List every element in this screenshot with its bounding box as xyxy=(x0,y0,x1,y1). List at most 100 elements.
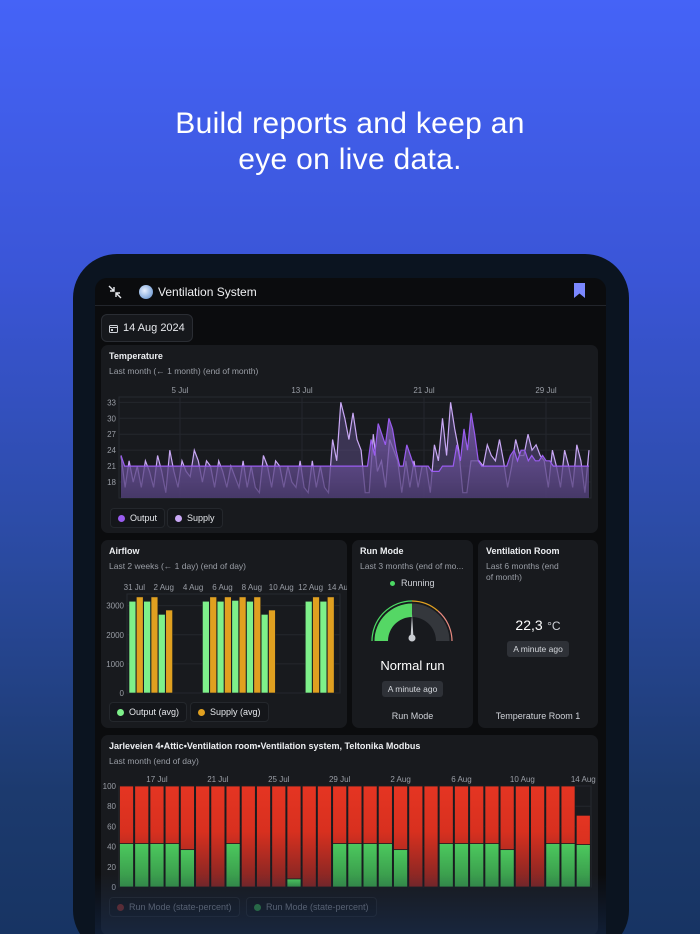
svg-text:29 Jul: 29 Jul xyxy=(329,775,351,784)
status-indicator: Running xyxy=(352,578,473,588)
svg-text:4 Aug: 4 Aug xyxy=(183,583,203,592)
panel-title: Temperature xyxy=(109,351,163,361)
subtitle-line-2: of month) xyxy=(486,572,522,582)
temperature-panel[interactable]: Temperature Last month (← 1 month) (end … xyxy=(101,345,598,533)
svg-text:2 Aug: 2 Aug xyxy=(390,775,410,784)
top-bar: Ventilation System xyxy=(95,278,606,306)
date-picker-button[interactable]: 14 Aug 2024 xyxy=(101,314,193,342)
svg-text:8 Aug: 8 Aug xyxy=(242,583,262,592)
svg-text:2 Aug: 2 Aug xyxy=(153,583,173,592)
svg-text:80: 80 xyxy=(107,802,116,811)
collapse-arrows-icon[interactable] xyxy=(107,284,123,300)
updated-badge: A minute ago xyxy=(507,641,569,657)
temperature-chart[interactable]: 18 21 24 27 30 33 5 Jul 13 Jul 21 Jul 29 Jul xyxy=(101,381,598,531)
legend-dot-icon xyxy=(117,903,124,911)
legend-dot-icon xyxy=(175,514,182,522)
panel-subtitle: Last 6 months (end of month) xyxy=(486,561,559,583)
panel-subtitle: Last month (← 1 month) (end of month) xyxy=(109,366,259,376)
svg-text:18: 18 xyxy=(107,478,116,487)
panel-title: Jarleveien 4•Attic•Ventilation room•Vent… xyxy=(109,741,421,751)
svg-text:25 Jul: 25 Jul xyxy=(268,775,290,784)
app-screen: Ventilation System 14 Aug 2024 Temperatu… xyxy=(95,278,606,934)
svg-text:0: 0 xyxy=(112,883,117,892)
calendar-icon xyxy=(109,324,118,333)
svg-text:0: 0 xyxy=(120,689,125,698)
legend-label: Output xyxy=(130,513,158,523)
svg-text:33: 33 xyxy=(107,398,116,407)
temperature-value: 22,3 xyxy=(515,617,543,633)
svg-text:21 Jul: 21 Jul xyxy=(413,386,435,395)
updated-badge-wrap: A minute ago xyxy=(352,679,473,697)
status-label: Running xyxy=(400,578,435,588)
panel-title: Ventilation Room xyxy=(486,546,560,556)
svg-text:13 Jul: 13 Jul xyxy=(291,386,313,395)
svg-text:12 Aug: 12 Aug xyxy=(298,583,323,592)
legend-dot-icon xyxy=(118,514,125,522)
svg-text:31 Jul: 31 Jul xyxy=(124,583,146,592)
run-mode-value: Normal run xyxy=(380,658,445,673)
svg-text:6 Aug: 6 Aug xyxy=(451,775,471,784)
panel-subtitle: Last month (end of day) xyxy=(109,756,199,766)
marketing-headline: Build reports and keep an eye on live da… xyxy=(0,106,700,178)
ventilation-room-panel[interactable]: Ventilation Room Last 6 months (end of m… xyxy=(478,540,598,728)
svg-text:29 Jul: 29 Jul xyxy=(535,386,557,395)
panel-subtitle: Last 3 months (end of mo... xyxy=(360,561,464,571)
panel-subtitle: Last 2 weeks (← 1 day) (end of day) xyxy=(109,561,247,571)
temperature-reading: 22,3 °C xyxy=(478,617,598,635)
legend-dot-icon xyxy=(254,903,261,911)
svg-text:3000: 3000 xyxy=(106,602,124,611)
legend-run-mode-green[interactable]: Run Mode (state-percent) xyxy=(246,897,377,917)
panel-footer: Run Mode xyxy=(391,711,434,721)
svg-text:60: 60 xyxy=(107,822,116,831)
subtitle-line-1: Last 6 months (end xyxy=(486,561,559,571)
legend-run-mode-red[interactable]: Run Mode (state-percent) xyxy=(109,897,240,917)
updated-badge-wrap: A minute ago xyxy=(478,639,598,657)
airflow-panel[interactable]: Airflow Last 2 weeks (← 1 day) (end of d… xyxy=(101,540,347,728)
headline-line-1: Build reports and keep an xyxy=(175,107,525,140)
svg-text:20: 20 xyxy=(107,863,116,872)
updated-badge: A minute ago xyxy=(381,681,444,697)
headline-line-2: eye on live data. xyxy=(238,143,462,176)
svg-text:5 Jul: 5 Jul xyxy=(172,386,189,395)
legend-dot-icon xyxy=(117,708,124,716)
panel-title: Run Mode xyxy=(360,546,404,556)
svg-text:10 Aug: 10 Aug xyxy=(269,583,294,592)
state-percent-chart[interactable]: 0 20 40 60 80 100 17 Jul 21 Jul 25 Jul 29 Jul 2 Au… xyxy=(101,771,598,901)
legend-label: Run Mode (state-percent) xyxy=(129,902,232,912)
svg-text:27: 27 xyxy=(107,430,116,439)
svg-text:10 Aug: 10 Aug xyxy=(510,775,535,784)
legend-supply-avg[interactable]: Supply (avg) xyxy=(190,702,269,722)
svg-text:17 Jul: 17 Jul xyxy=(146,775,168,784)
panel-title: Airflow xyxy=(109,546,140,556)
svg-text:6 Aug: 6 Aug xyxy=(212,583,232,592)
svg-text:24: 24 xyxy=(107,446,116,455)
fan-cloud-icon xyxy=(139,284,153,299)
svg-text:14 Aug: 14 Aug xyxy=(328,583,347,592)
svg-text:1000: 1000 xyxy=(106,660,124,669)
legend-label: Supply xyxy=(187,513,215,523)
legend-supply[interactable]: Supply xyxy=(167,508,223,528)
svg-text:40: 40 xyxy=(107,843,116,852)
legend-dot-icon xyxy=(198,708,205,716)
date-value: 14 Aug 2024 xyxy=(123,322,185,334)
run-mode-state-panel[interactable]: Jarleveien 4•Attic•Ventilation room•Vent… xyxy=(101,735,598,934)
legend-output[interactable]: Output xyxy=(110,508,166,528)
panel-footer: Temperature Room 1 xyxy=(495,711,581,721)
gauge-icon xyxy=(371,600,453,642)
bookmark-icon[interactable] xyxy=(574,283,585,298)
svg-text:14 Aug: 14 Aug xyxy=(571,775,596,784)
run-mode-panel[interactable]: Run Mode Last 3 months (end of mo... Run… xyxy=(352,540,473,728)
svg-text:21: 21 xyxy=(107,462,116,471)
airflow-chart[interactable]: 0 1000 2000 3000 31 Jul 2 Aug 4 Aug 6 Aug 8 Aug 1… xyxy=(101,576,347,701)
svg-text:30: 30 xyxy=(107,414,116,423)
svg-text:21 Jul: 21 Jul xyxy=(207,775,229,784)
svg-text:100: 100 xyxy=(103,782,117,791)
legend-label: Run Mode (state-percent) xyxy=(266,902,369,912)
svg-text:2000: 2000 xyxy=(106,631,124,640)
legend-output-avg[interactable]: Output (avg) xyxy=(109,702,188,722)
legend-label: Output (avg) xyxy=(129,707,180,717)
dashboard-title: Ventilation System xyxy=(158,284,257,299)
running-dot-icon xyxy=(390,581,396,587)
temperature-unit: °C xyxy=(547,619,561,633)
legend-label: Supply (avg) xyxy=(210,707,261,717)
